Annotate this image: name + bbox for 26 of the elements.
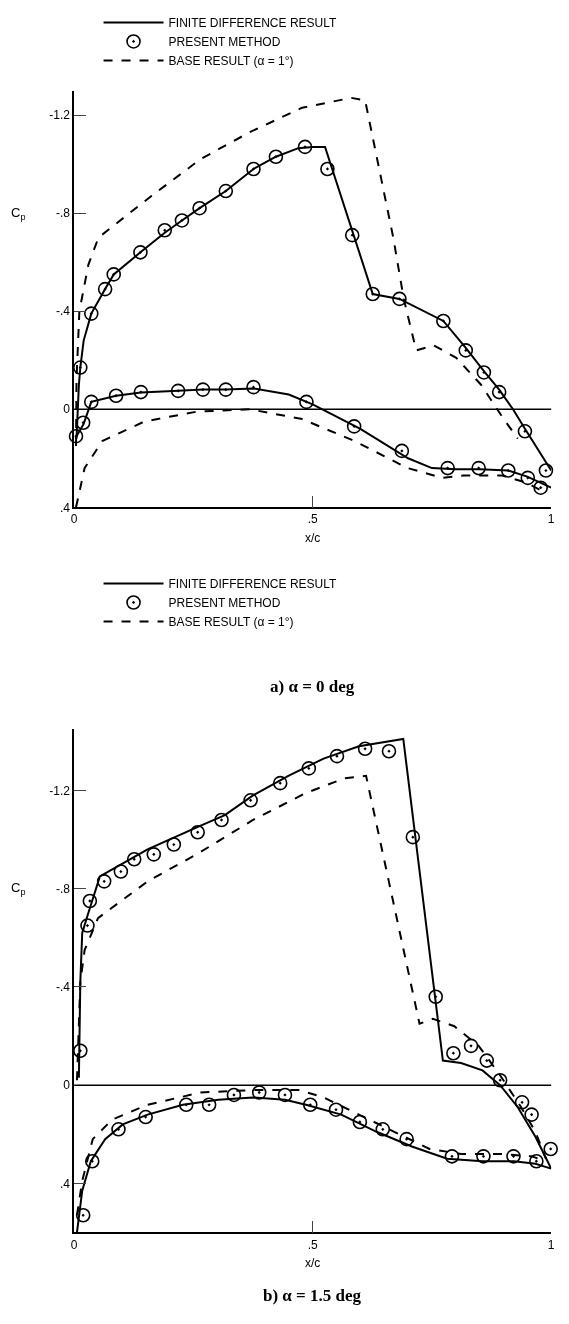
x-tick-label: .5 — [307, 512, 318, 527]
x-tick-label: 1 — [547, 1237, 555, 1252]
legend-label: PRESENT METHOD — [168, 596, 281, 611]
legend-label: FINITE DIFFERENCE RESULT — [168, 16, 337, 31]
legend-label: PRESENT METHOD — [168, 35, 281, 50]
y-tick-label: 0 — [63, 402, 71, 417]
y-tick-label: .4 — [59, 500, 71, 515]
y-axis-title: C$_{p}$ — [11, 880, 26, 897]
text: b) α = 1.5 deg — [263, 1286, 362, 1305]
x-tick-label: .5 — [307, 1237, 318, 1252]
x-axis-title: x/c — [304, 1256, 321, 1270]
y-tick-label: -.8 — [55, 206, 71, 221]
x-axis-title: x/c — [304, 530, 321, 545]
y-axis-title: C$_{p}$ — [11, 205, 26, 222]
legend-label: FINITE DIFFERENCE RESULT — [168, 577, 337, 592]
legend-label: BASE RESULT (α = 1°) — [168, 615, 294, 630]
x-tick-label: 1 — [547, 512, 555, 527]
legend-label: BASE RESULT (α = 1°) — [168, 54, 294, 69]
y-tick-label: -1.2 — [49, 783, 71, 798]
y-tick-label: -.8 — [55, 881, 71, 896]
text: a) α = 0 deg — [270, 677, 355, 696]
y-tick-label: 0 — [63, 1078, 71, 1093]
y-tick-label: -.4 — [55, 304, 71, 319]
y-tick-label: -1.2 — [49, 108, 71, 123]
y-tick-label: -.4 — [55, 980, 71, 995]
y-tick-label: .4 — [59, 1176, 71, 1191]
